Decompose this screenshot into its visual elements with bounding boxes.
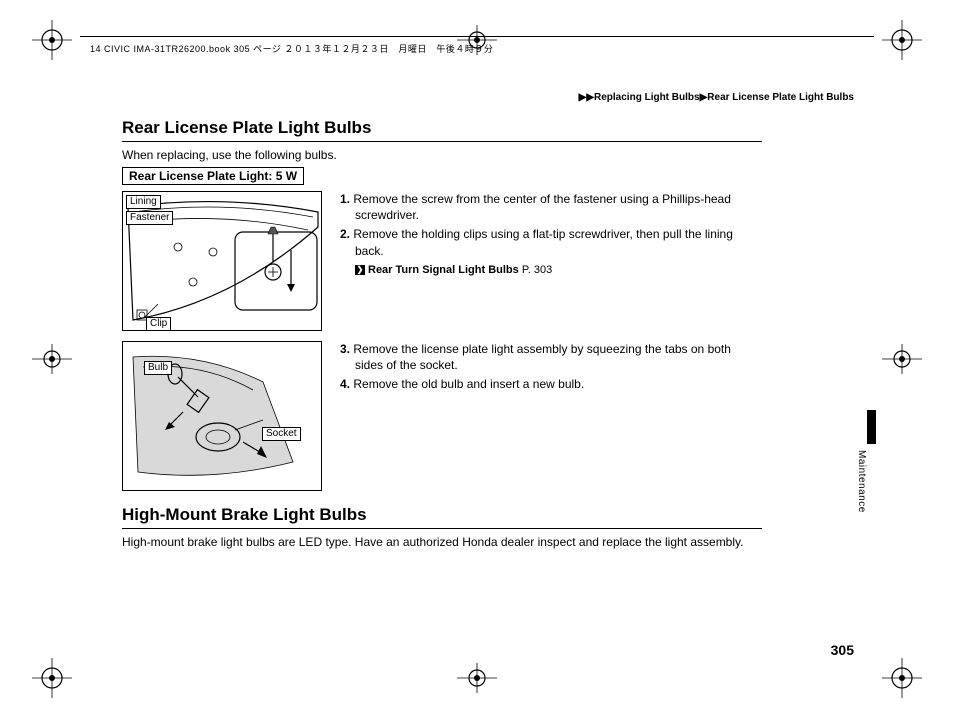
xref-icon: ❯ [355,265,365,275]
step-item: 1. Remove the screw from the center of t… [340,191,762,223]
step-text: Remove the screw from the center of the … [353,192,731,222]
crop-mark-icon [882,658,922,698]
page-number: 305 [831,642,854,658]
breadcrumb-part: Rear License Plate Light Bulbs [707,92,854,103]
running-header: 14 CIVIC IMA-31TR26200.book 305 ページ ２０１３… [90,42,493,55]
crop-mark-icon [882,20,922,60]
step-item: 2. Remove the holding clips using a flat… [340,226,762,258]
step-text: Remove the old bulb and insert a new bul… [353,377,584,391]
steps-block-a: 1. Remove the screw from the center of t… [340,191,762,331]
callout-bulb: Bulb [144,361,172,375]
header-rule [80,36,874,37]
step-text: Remove the holding clips using a flat-ti… [353,227,733,257]
crop-mark-icon [882,339,922,379]
callout-clip: Clip [146,317,171,331]
section-intro: When replacing, use the following bulbs. [122,148,762,162]
step-number: 2. [340,227,350,241]
section-body: High-mount brake light bulbs are LED typ… [122,535,762,549]
breadcrumb-part: Replacing Light Bulbs [594,92,700,103]
crop-mark-icon [32,20,72,60]
section-title: High-Mount Brake Light Bulbs [122,505,762,529]
step-item: 3. Remove the license plate light assemb… [340,341,762,373]
spec-box: Rear License Plate Light: 5 W [122,167,304,185]
figure-trunk-lining: Lining Fastener Clip [122,191,322,331]
thumb-tab: Maintenance [858,410,876,530]
cross-reference: ❯Rear Turn Signal Light Bulbs P. 303 [340,263,762,278]
crop-mark-icon [32,658,72,698]
callout-fastener: Fastener [126,211,173,225]
callout-lining: Lining [126,195,161,209]
steps-block-b: 3. Remove the license plate light assemb… [340,341,762,491]
crop-mark-icon [32,339,72,379]
xref-label: Rear Turn Signal Light Bulbs [368,264,519,276]
breadcrumb: ▶▶Replacing Light Bulbs▶Rear License Pla… [579,92,854,103]
step-number: 4. [340,377,350,391]
thumb-tab-marker [867,410,876,444]
step-item: 4. Remove the old bulb and insert a new … [340,376,762,392]
figure-bulb-socket: Bulb Socket [122,341,322,491]
callout-socket: Socket [262,427,301,441]
step-text: Remove the license plate light assembly … [353,342,731,372]
crop-mark-icon [457,658,497,698]
thumb-tab-label: Maintenance [856,450,867,513]
triangle-icon: ▶▶ [579,92,594,103]
xref-page: P. 303 [522,264,552,276]
section-title: Rear License Plate Light Bulbs [122,118,762,142]
step-number: 1. [340,192,350,206]
step-number: 3. [340,342,350,356]
